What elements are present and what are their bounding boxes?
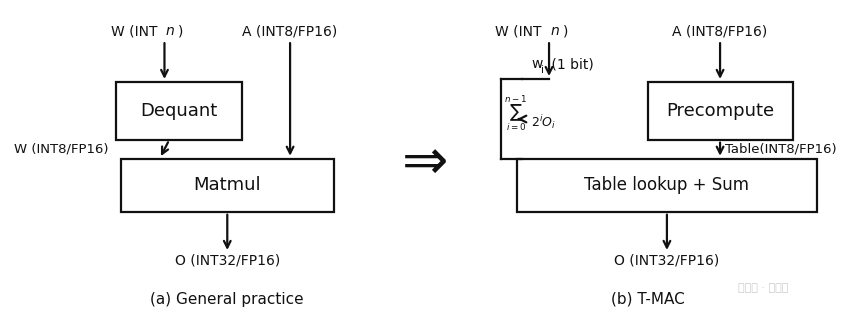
Text: Dequant: Dequant bbox=[140, 102, 218, 120]
Bar bbox=[517, 159, 817, 212]
Text: O (INT32/FP16): O (INT32/FP16) bbox=[614, 254, 720, 268]
Bar bbox=[648, 82, 792, 140]
Text: W (INT: W (INT bbox=[111, 24, 162, 38]
Text: (1 bit): (1 bit) bbox=[547, 57, 594, 71]
Text: Table(INT8/FP16): Table(INT8/FP16) bbox=[725, 143, 836, 156]
Text: n: n bbox=[550, 24, 559, 38]
Text: W (INT8/FP16): W (INT8/FP16) bbox=[14, 143, 108, 156]
Text: $\sum_{i=0}^{n-1}$: $\sum_{i=0}^{n-1}$ bbox=[503, 94, 527, 134]
Text: A (INT8/FP16): A (INT8/FP16) bbox=[242, 24, 337, 38]
Text: Table lookup + Sum: Table lookup + Sum bbox=[585, 176, 749, 194]
Text: Precompute: Precompute bbox=[666, 102, 774, 120]
Text: Matmul: Matmul bbox=[194, 176, 261, 194]
Text: $2^i O_i$: $2^i O_i$ bbox=[531, 113, 556, 131]
Text: (a) General practice: (a) General practice bbox=[151, 292, 304, 307]
Text: 公众号 · 新智元: 公众号 · 新智元 bbox=[739, 283, 789, 293]
Bar bbox=[121, 159, 334, 212]
Text: A (INT8/FP16): A (INT8/FP16) bbox=[672, 24, 768, 38]
Text: n: n bbox=[166, 24, 175, 38]
Text: ): ) bbox=[178, 24, 183, 38]
Text: ): ) bbox=[562, 24, 568, 38]
Bar bbox=[116, 82, 242, 140]
Text: ⇒: ⇒ bbox=[402, 137, 449, 191]
Text: (b) T-MAC: (b) T-MAC bbox=[611, 292, 684, 307]
Text: w: w bbox=[532, 57, 543, 71]
Text: W (INT: W (INT bbox=[496, 24, 546, 38]
Text: i: i bbox=[541, 65, 544, 75]
Text: O (INT32/FP16): O (INT32/FP16) bbox=[175, 254, 280, 268]
